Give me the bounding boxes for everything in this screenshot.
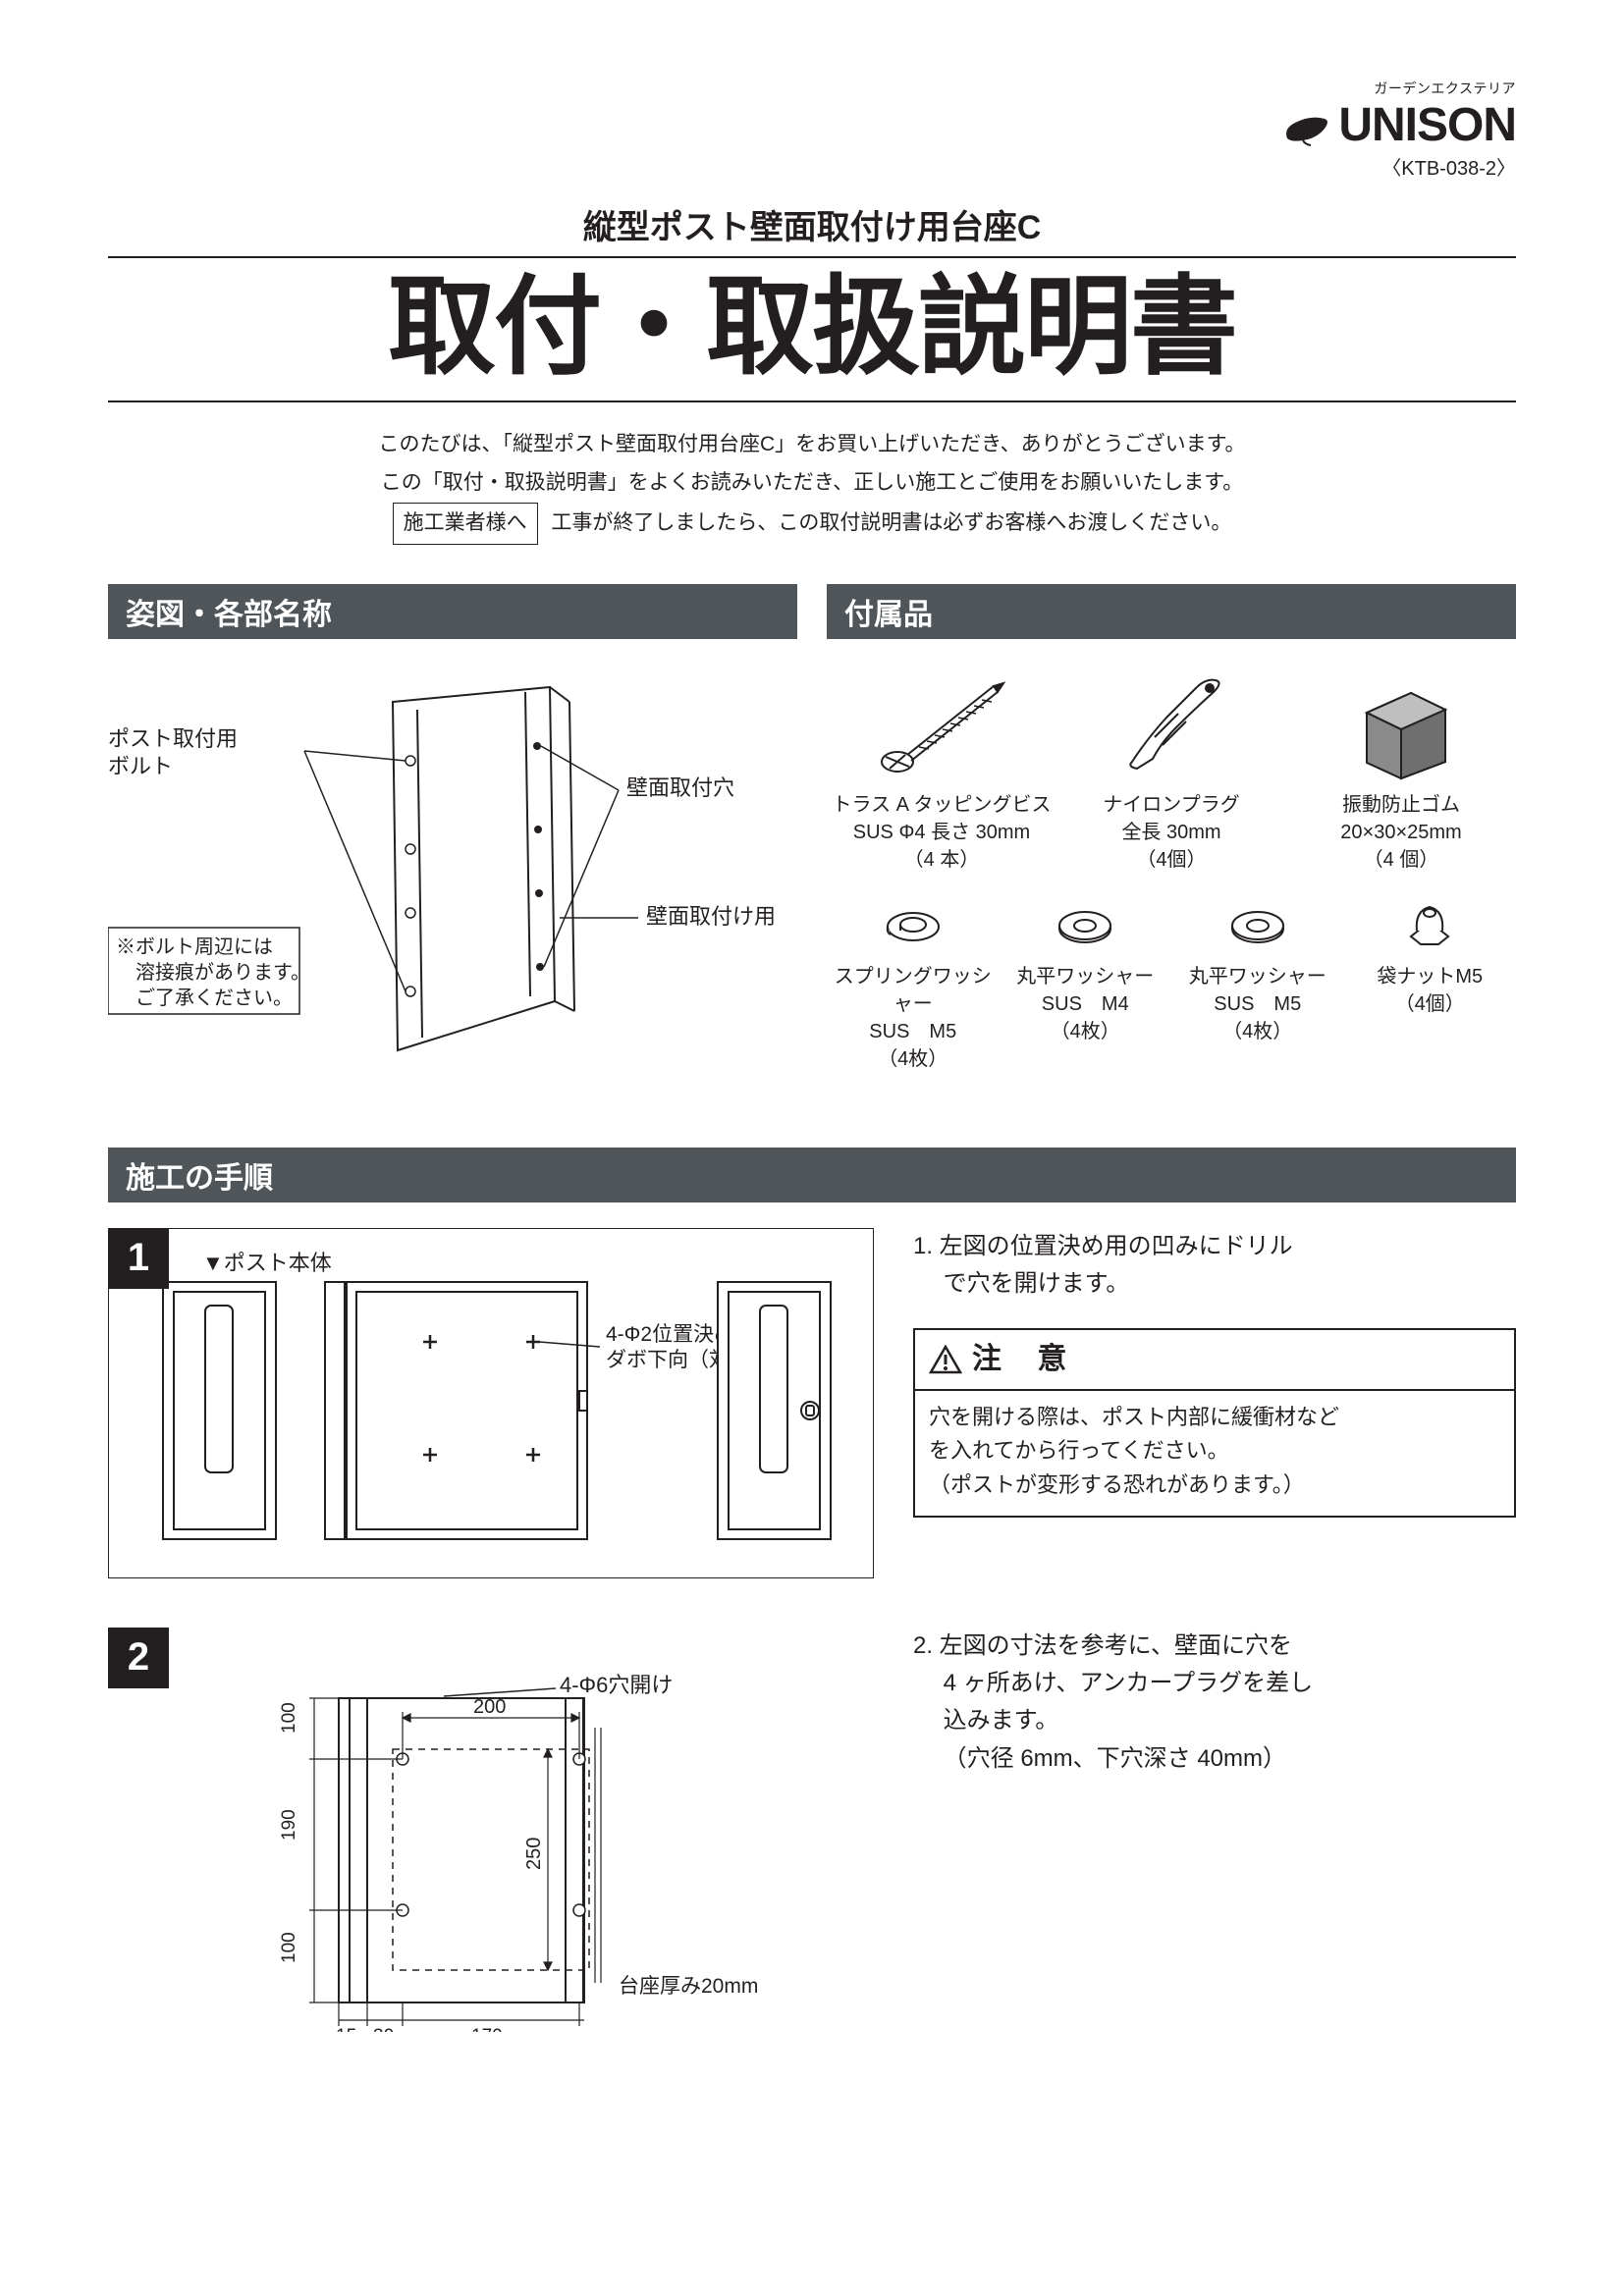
- label-bolt: ポスト取付用 ボルト: [108, 726, 244, 778]
- svg-text:4-Φ6穴開け: 4-Φ6穴開け: [560, 1673, 673, 1697]
- flat-washer-icon: [1223, 899, 1292, 953]
- brand-code: 〈KTB-038-2〉: [1281, 152, 1516, 181]
- intro-line: 工事が終了しましたら、この取付説明書は必ずお客様へお渡しください。: [551, 511, 1231, 534]
- part-item: スプリングワッシャー SUS M5 （4枚）: [827, 899, 1000, 1073]
- label-base: 壁面取付け用台座 C: [646, 904, 776, 929]
- part-name: トラス A タッピングビス: [827, 791, 1056, 819]
- part-qty: （4枚）: [1171, 1018, 1344, 1045]
- step2-instruction: 2. 左図の寸法を参考に、壁面に穴を 4 ヶ所あけ、アンカープラグを差し 込みま…: [913, 1628, 1516, 1779]
- subtitle: 縦型ポスト壁面取付け用台座C: [108, 200, 1516, 258]
- brand-name: UNISON: [1338, 98, 1516, 152]
- svg-text:200: 200: [473, 1696, 506, 1718]
- part-item: 丸平ワッシャー SUS M5 （4枚）: [1171, 899, 1344, 1073]
- svg-text:▼ポスト本体: ▼ポスト本体: [202, 1251, 332, 1275]
- svg-text:250: 250: [523, 1837, 545, 1869]
- svg-text:台座厚み20mm: 台座厚み20mm: [619, 1975, 758, 1998]
- part-name: 袋ナットM5: [1344, 963, 1517, 990]
- step1-instruction: 1. 左図の位置決め用の凹みにドリル で穴を開けます。: [913, 1228, 1516, 1304]
- intro-line: この「取付・取扱説明書」をよくお読みいただき、正しい施工とご使用をお願いいたしま…: [108, 464, 1516, 503]
- part-qty: （4 個）: [1286, 846, 1516, 874]
- accessories-grid: トラス A タッピングビス SUS Φ4 長さ 30mm （4 本）: [827, 668, 1516, 1073]
- part-name: 振動防止ゴム: [1286, 791, 1516, 819]
- part-qty: （4個）: [1344, 990, 1517, 1018]
- part-spec: 20×30×25mm: [1286, 819, 1516, 846]
- part-name: ナイロンプラグ: [1056, 791, 1286, 819]
- part-spec: SUS Φ4 長さ 30mm: [827, 819, 1056, 846]
- svg-text:15: 15: [336, 2026, 356, 2032]
- plug-icon: [1108, 668, 1235, 781]
- part-spec: SUS M4: [1000, 990, 1172, 1018]
- svg-text:190: 190: [279, 1809, 299, 1841]
- part-name: 丸平ワッシャー: [1000, 963, 1172, 990]
- part-qty: （4枚）: [827, 1045, 1000, 1073]
- caution-box: 注 意 穴を開ける際は、ポスト内部に緩衝材など を入れてから行ってください。 （…: [913, 1328, 1516, 1517]
- section-header-procedure: 施工の手順: [108, 1148, 1516, 1202]
- spring-washer-icon: [879, 899, 947, 953]
- cap-nut-icon: [1395, 899, 1464, 953]
- part-item: トラス A タッピングビス SUS Φ4 長さ 30mm （4 本）: [827, 668, 1056, 874]
- part-item: ナイロンプラグ 全長 30mm （4個）: [1056, 668, 1286, 874]
- section-header-parts: 付属品: [827, 584, 1516, 639]
- svg-text:※ボルト周辺には 溶接痕があります: ※ボルト周辺には 溶接痕があります。 ご了承ください。: [116, 935, 316, 1009]
- intro-text: このたびは、「縦型ポスト壁面取付用台座C」をお買い上げいただき、ありがとうござい…: [108, 426, 1516, 545]
- brand-mark-icon: [1281, 105, 1330, 146]
- caution-body: 穴を開ける際は、ポスト内部に緩衝材など を入れてから行ってください。 （ポストが…: [915, 1391, 1514, 1515]
- svg-text:30: 30: [373, 2026, 394, 2032]
- caution-title: 注 意: [972, 1336, 1080, 1383]
- part-item: 袋ナットM5 （4個）: [1344, 899, 1517, 1073]
- part-spec: SUS M5: [827, 1018, 1000, 1045]
- part-spec: 全長 30mm: [1056, 819, 1286, 846]
- flat-washer-icon: [1051, 899, 1119, 953]
- part-name: 丸平ワッシャー: [1171, 963, 1344, 990]
- part-item: 丸平ワッシャー SUS M4 （4枚）: [1000, 899, 1172, 1073]
- part-name: スプリングワッシャー: [827, 963, 1000, 1018]
- part-item: 振動防止ゴム 20×30×25mm （4 個）: [1286, 668, 1516, 874]
- screw-icon: [868, 668, 1015, 781]
- step2-figure: 2 4-Φ6穴開け: [108, 1628, 874, 2037]
- names-diagram: ポスト取付用 ボルト 壁面取付穴 壁面取付け用台座 C ※ボルト周辺には 溶接痕…: [108, 663, 797, 1080]
- part-qty: （4個）: [1056, 846, 1286, 874]
- intro-line: このたびは、「縦型ポスト壁面取付用台座C」をお買い上げいただき、ありがとうござい…: [108, 426, 1516, 464]
- rubber-cube-icon: [1342, 668, 1460, 781]
- step-number: 1: [108, 1228, 169, 1289]
- svg-text:170: 170: [471, 2026, 503, 2032]
- part-qty: （4 本）: [827, 846, 1056, 874]
- step1-text: 1. 左図の位置決め用の凹みにドリル で穴を開けます。 注 意 穴を開ける際は、…: [913, 1228, 1516, 1518]
- part-spec: SUS M5: [1171, 990, 1344, 1018]
- section-header-names: 姿図・各部名称: [108, 584, 797, 639]
- intro-boxed-label: 施工業者様へ: [393, 503, 538, 545]
- main-title: 取付・取扱説明書: [108, 258, 1516, 400]
- brand-tagline: ガーデンエクステリア: [1281, 79, 1516, 98]
- part-qty: （4枚）: [1000, 1018, 1172, 1045]
- label-hole: 壁面取付穴: [626, 775, 734, 800]
- step2-text: 2. 左図の寸法を参考に、壁面に穴を 4 ヶ所あけ、アンカープラグを差し 込みま…: [913, 1628, 1516, 1779]
- brand-block: ガーデンエクステリア UNISON 〈KTB-038-2〉: [1281, 79, 1516, 181]
- warning-icon: [929, 1345, 962, 1374]
- step1-figure: 1 ▼ポスト本体: [108, 1228, 874, 1578]
- svg-text:100: 100: [279, 1932, 299, 1963]
- svg-text:100: 100: [279, 1702, 299, 1734]
